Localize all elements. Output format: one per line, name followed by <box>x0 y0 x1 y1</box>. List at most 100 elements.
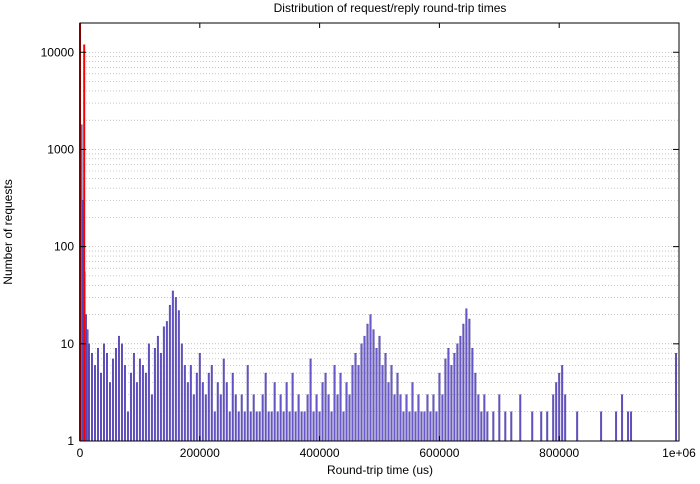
histogram-bar <box>288 411 291 442</box>
histogram-bar <box>291 372 294 442</box>
histogram-bar <box>171 290 174 442</box>
histogram-bar <box>234 394 237 442</box>
histogram-bar <box>165 321 168 442</box>
histogram-bar <box>276 411 279 442</box>
histogram-bar <box>540 411 543 442</box>
x-tick-label: 0 <box>77 446 84 460</box>
histogram-bar <box>387 382 390 442</box>
histogram-bar <box>336 394 339 442</box>
histogram-bar <box>321 382 324 442</box>
histogram-bar <box>255 411 258 442</box>
histogram-bar <box>462 323 465 442</box>
histogram-bar <box>393 394 396 442</box>
histogram-bar <box>465 308 468 442</box>
histogram-bar <box>240 394 243 442</box>
chart-title: Distribution of request/reply round-trip… <box>274 1 507 15</box>
histogram-bar <box>264 372 267 442</box>
histogram-bar <box>552 394 555 442</box>
histogram-bar <box>408 411 411 442</box>
histogram-bar <box>375 348 378 442</box>
histogram-bar <box>486 411 489 442</box>
histogram-bar <box>228 411 231 442</box>
histogram-bar <box>177 310 180 442</box>
histogram-bar <box>252 394 255 442</box>
histogram-bar <box>85 314 87 442</box>
histogram-bar <box>312 411 315 442</box>
histogram-bar <box>195 372 198 442</box>
histogram-bar <box>135 382 138 442</box>
histogram-bar <box>156 335 159 442</box>
histogram-bar <box>468 318 471 442</box>
histogram-bar <box>189 365 192 442</box>
histogram-bar <box>354 353 357 442</box>
histogram-bar <box>546 411 549 442</box>
histogram-bar <box>192 394 195 442</box>
y-tick-label: 1 <box>67 434 74 448</box>
histogram-bar <box>456 343 459 442</box>
x-tick-label: 1e+06 <box>662 446 696 460</box>
histogram-bar <box>303 411 306 442</box>
histogram-bar <box>204 394 207 442</box>
histogram-bar <box>300 411 303 442</box>
histogram-bar <box>216 382 219 442</box>
histogram-bar <box>306 394 309 442</box>
histogram-bar <box>309 358 312 442</box>
histogram-bar <box>627 411 630 442</box>
histogram-bar <box>109 382 111 442</box>
histogram-bar <box>390 365 393 442</box>
histogram-bar <box>219 394 222 442</box>
histogram-bar <box>162 326 165 442</box>
histogram-bar <box>123 365 126 442</box>
histogram-bar <box>297 394 300 442</box>
histogram-bar <box>294 411 297 442</box>
histogram-bar <box>258 411 261 442</box>
histogram-bar <box>447 348 450 442</box>
histogram-bar <box>213 411 216 442</box>
histogram-bar <box>120 343 123 442</box>
histogram-bar <box>558 372 561 442</box>
histogram-bar <box>477 394 480 442</box>
histogram-bar <box>600 411 603 442</box>
histogram-bar <box>480 411 483 442</box>
histogram-bar <box>348 394 351 442</box>
histogram-bar <box>282 411 285 442</box>
histogram-bar <box>498 394 501 442</box>
histogram-bar <box>324 372 327 442</box>
histogram-bar <box>207 372 210 442</box>
histogram-bar <box>444 358 447 442</box>
histogram-bar <box>366 323 369 442</box>
histogram-bar <box>97 348 99 442</box>
histogram-bar <box>246 365 249 442</box>
histogram-bar <box>396 372 399 442</box>
histogram-bar <box>459 335 462 442</box>
histogram-bar <box>357 365 360 442</box>
histogram-bar <box>615 411 618 442</box>
histogram-bar <box>504 411 507 442</box>
histogram-bar <box>441 394 444 442</box>
histogram-bar <box>144 372 147 442</box>
histogram-bar <box>198 353 201 442</box>
x-tick-label: 600000 <box>419 446 459 460</box>
histogram-bar <box>132 353 135 442</box>
histogram-bar <box>237 411 240 442</box>
histogram-bar <box>330 411 333 442</box>
histogram-bar <box>519 394 522 442</box>
histogram-bar <box>285 382 288 442</box>
histogram-bar <box>270 411 273 442</box>
histogram-bar <box>510 411 513 442</box>
histogram-bar <box>150 394 153 442</box>
histogram-bar <box>327 394 330 442</box>
histogram-bar <box>384 353 387 442</box>
histogram-bar <box>372 329 375 442</box>
histogram-bar <box>249 411 252 442</box>
histogram-bar <box>183 365 186 442</box>
histogram-bar <box>351 365 354 442</box>
histogram-bar <box>174 297 177 442</box>
histogram-bar <box>675 353 677 442</box>
histogram-bar <box>429 411 432 442</box>
histogram-bar <box>100 372 102 442</box>
histogram-bar <box>88 343 90 442</box>
histogram-bar <box>402 411 405 442</box>
histogram-bar <box>168 304 171 442</box>
